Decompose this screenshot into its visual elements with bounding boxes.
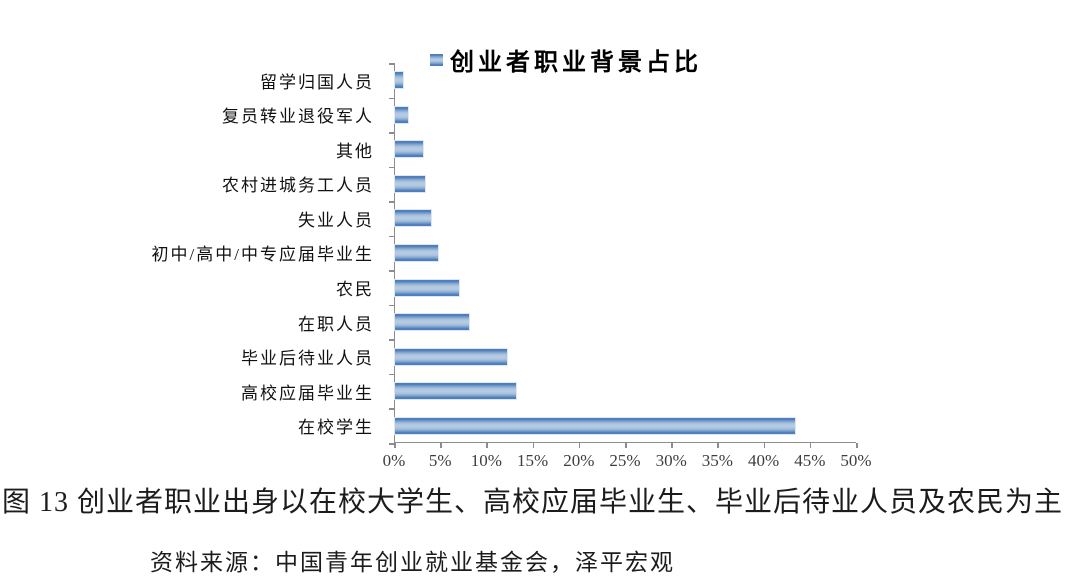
y-tick-mark [389, 201, 394, 203]
category-label: 高校应届毕业生 [241, 383, 374, 403]
category-label: 毕业后待业人员 [241, 349, 374, 369]
x-tick-label: 40% [748, 451, 780, 470]
x-tick-label: 50% [840, 451, 872, 470]
x-tick-label: 25% [609, 451, 641, 470]
y-tick-mark [389, 132, 394, 134]
source-note: 资料来源：中国青年创业就业基金会，泽平宏观 [150, 550, 675, 575]
x-tick-label: 5% [428, 451, 452, 470]
category-label: 留学归国人员 [260, 72, 374, 92]
x-tick-mark [763, 443, 766, 448]
bar [395, 417, 796, 434]
x-tick-mark [625, 443, 627, 448]
x-tick-mark [809, 443, 812, 448]
bar [395, 72, 404, 89]
y-tick-mark [389, 373, 394, 376]
x-tick-mark [394, 443, 396, 448]
bar [395, 314, 469, 331]
y-tick-mark [389, 235, 394, 238]
x-tick-label: 15% [517, 451, 549, 470]
category-label: 初中/高中/中专应届毕业生 [151, 245, 374, 265]
x-tick-label: 45% [794, 451, 826, 470]
y-tick-mark [389, 166, 394, 169]
bar [395, 106, 408, 123]
x-tick-label: 35% [701, 451, 733, 470]
y-tick-mark [389, 270, 394, 272]
y-tick-mark [389, 339, 394, 341]
bar [395, 175, 426, 192]
category-label: 在职人员 [298, 314, 374, 334]
x-tick-mark [578, 443, 581, 448]
x-tick-label: 20% [563, 451, 595, 470]
category-label: 其他 [336, 141, 374, 161]
category-label: 复员转业退役军人 [222, 107, 374, 127]
y-tick-mark [389, 304, 394, 307]
bar [395, 210, 432, 227]
x-tick-label: 10% [470, 451, 502, 470]
bar [395, 279, 459, 296]
y-tick-mark [389, 408, 394, 410]
x-tick-mark [532, 443, 535, 448]
legend-swatch-icon [430, 53, 443, 66]
bar [395, 383, 517, 400]
x-tick-mark [856, 443, 858, 448]
chart-legend: 创业者职业背景占比 [430, 42, 702, 77]
category-label: 失业人员 [298, 210, 374, 230]
category-label: 农民 [336, 280, 374, 300]
bar [395, 141, 423, 158]
y-axis-labels: 留学归国人员复员转业退役军人其他农村进城务工人员失业人员初中/高中/中专应届毕业… [0, 63, 384, 443]
x-tick-mark [440, 443, 442, 448]
figure-caption: 图 13 创业者职业出身以在校大学生、高校应届毕业生、毕业后待业人员及农民为主 [2, 487, 1064, 518]
x-tick-mark [717, 443, 719, 448]
bar [395, 348, 507, 365]
category-label: 农村进城务工人员 [222, 176, 374, 196]
x-tick-label: 0% [382, 451, 406, 470]
x-tick-mark [671, 443, 673, 448]
y-tick-mark [389, 63, 394, 65]
x-tick-mark [486, 443, 488, 448]
plot-area [394, 63, 856, 443]
y-tick-mark [389, 97, 394, 100]
category-label: 在校学生 [298, 418, 374, 438]
bar [395, 245, 439, 261]
y-tick-mark [389, 443, 394, 445]
x-tick-label: 30% [655, 451, 687, 470]
legend-label: 创业者职业背景占比 [450, 50, 702, 76]
